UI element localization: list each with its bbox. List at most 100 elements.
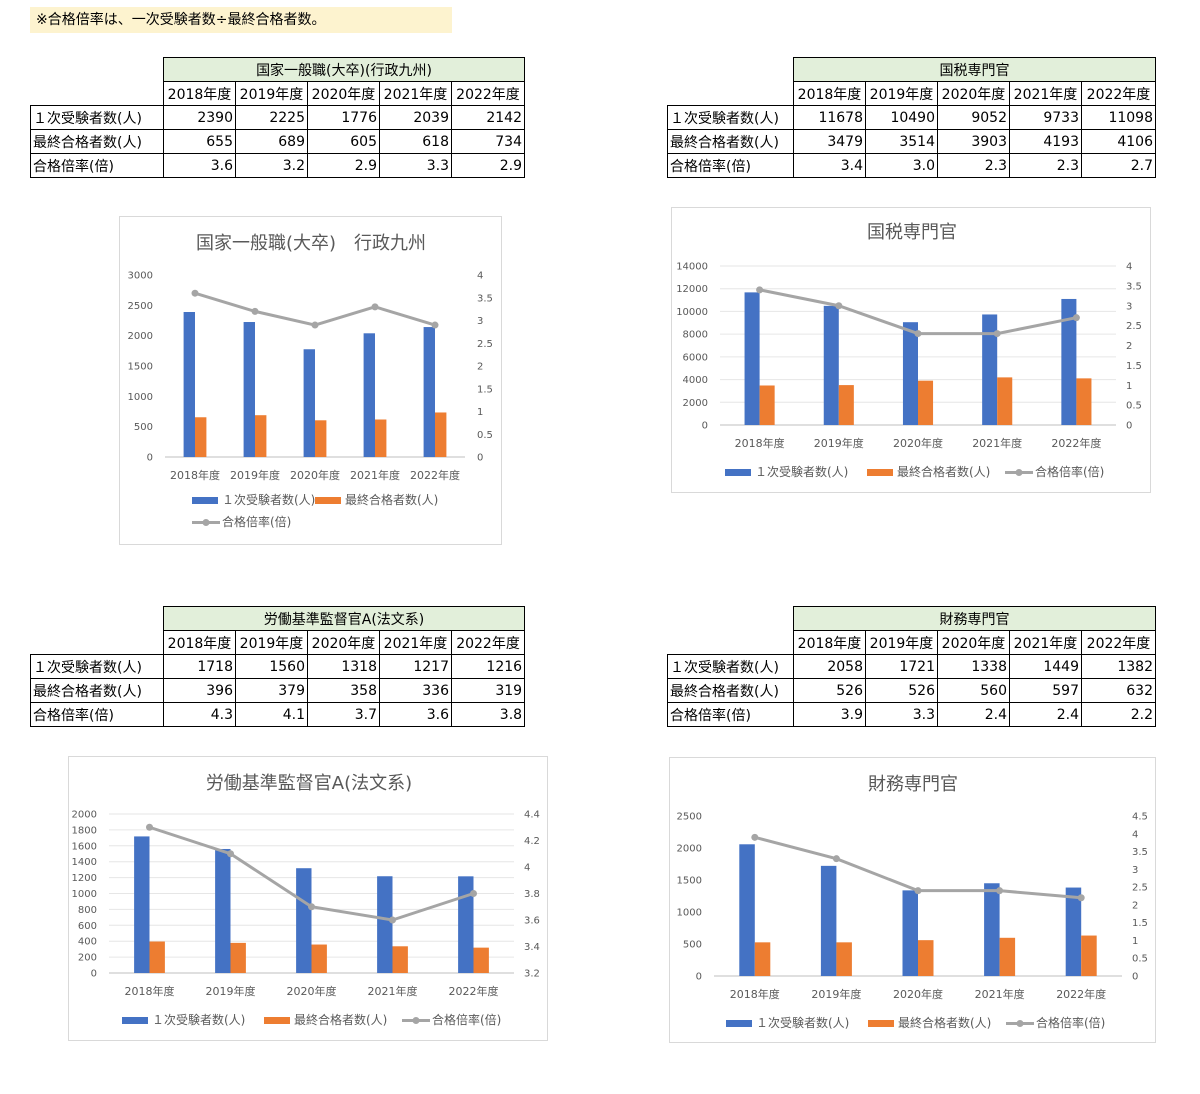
row-label: １次受験者数(人) xyxy=(30,105,164,130)
row-label: 合格倍率(倍) xyxy=(667,702,794,727)
table-cell: 336 xyxy=(379,678,452,703)
table-cell: 3.9 xyxy=(793,702,866,727)
line-bairitsu xyxy=(194,291,436,327)
table-title: 国家一般職(大卒)(行政九州) xyxy=(163,57,525,82)
year-header: 2020年度 xyxy=(307,81,380,106)
table-cell: 3479 xyxy=(793,129,866,154)
table-cell: 11098 xyxy=(1081,105,1156,130)
chart-svg: 財務専門官 0 500 1000 1500 2000 2500 0 0.5 1 1.5 2 2.5 3 3.… xyxy=(677,774,1148,1030)
chart-svg: 国税専門官 0 2000 4000 6000 8000 10000 12000 14000 0 0.… xyxy=(676,222,1142,479)
bar-juken xyxy=(902,322,918,425)
x-tick-label: 2019年度 xyxy=(230,468,280,482)
x-tick-label: 2020年度 xyxy=(287,984,337,998)
table-cell: 2390 xyxy=(163,105,236,130)
year-header: 2019年度 xyxy=(235,81,308,106)
table-cell: 2.2 xyxy=(1081,702,1156,727)
legend-swatch xyxy=(192,497,218,504)
bar-goukaku xyxy=(838,385,854,425)
line-point xyxy=(431,321,439,329)
table-cell: 2.9 xyxy=(307,153,380,178)
table-cell: 1318 xyxy=(307,654,380,679)
bar-goukaku xyxy=(918,940,934,976)
bar-juken xyxy=(982,314,998,425)
y2-tick-label: 2.5 xyxy=(1132,883,1148,894)
legend-swatch xyxy=(264,1017,290,1024)
legend-marker xyxy=(1015,469,1023,476)
legend-marker xyxy=(1016,1020,1024,1027)
y2-tick-label: 0 xyxy=(1132,972,1138,983)
legend-label: 最終合格者数(人) xyxy=(897,464,990,479)
table-cell: 3.4 xyxy=(793,153,866,178)
table-roudou-kijun: 労働基準監督官A(法文系) 2018年度 2019年度 2020年度 2021年… xyxy=(30,606,526,727)
chart-zaimu: 財務専門官 0 500 1000 1500 2000 2500 0 0.5 1 1.5 2 2.5 3 3.… xyxy=(669,757,1156,1043)
row-label: １次受験者数(人) xyxy=(30,654,164,679)
table-cell: 632 xyxy=(1081,678,1156,703)
y-tick-label: 1500 xyxy=(677,876,702,887)
year-header: 2021年度 xyxy=(1009,81,1082,106)
y-tick-label: 1600 xyxy=(72,841,97,852)
table-cell: 3.6 xyxy=(163,153,236,178)
row-label: １次受験者数(人) xyxy=(667,654,794,679)
table-cell: 358 xyxy=(307,678,380,703)
bar-juken xyxy=(183,312,195,457)
year-header: 2020年度 xyxy=(937,81,1010,106)
bar-goukaku xyxy=(918,380,934,425)
y2-tick-label: 3 xyxy=(1126,301,1132,312)
x-tick-label: 2018年度 xyxy=(125,984,175,998)
line-point xyxy=(835,302,843,310)
y2-tick-label: 1 xyxy=(477,407,483,418)
year-header: 2022年度 xyxy=(450,630,526,655)
y2-tick-label: 0.5 xyxy=(1132,954,1148,965)
x-tick-label: 2020年度 xyxy=(893,987,943,1001)
legend-marker xyxy=(202,519,210,526)
table-cell: 3.3 xyxy=(379,153,452,178)
x-tick-label: 2022年度 xyxy=(449,984,499,998)
table-row: １次受験者数(人) 2390 2225 1776 2039 2142 xyxy=(30,105,525,130)
x-tick-label: 2021年度 xyxy=(975,987,1025,1001)
year-header: 2022年度 xyxy=(451,81,525,106)
table-cell: 396 xyxy=(163,678,236,703)
y-tick-label: 2500 xyxy=(128,301,153,312)
table-cell: 11678 xyxy=(793,105,866,130)
line-point xyxy=(993,330,1001,338)
y2-tick-label: 4.2 xyxy=(524,836,540,847)
bar-juken xyxy=(134,836,150,973)
bar-juken xyxy=(823,305,839,425)
chart-kokuzei: 国税専門官 0 2000 4000 6000 8000 10000 12000 14000 0 0.… xyxy=(671,207,1151,493)
y-tick-label: 10000 xyxy=(676,307,708,318)
chart-svg: 労働基準監督官A(法文系) 0 200 400 600 800 1000 1200 1400 16… xyxy=(72,773,540,1027)
table-cell: 3514 xyxy=(865,129,938,154)
table-cell: 605 xyxy=(307,129,380,154)
line-point xyxy=(191,289,199,297)
x-tick-label: 2022年度 xyxy=(410,468,460,482)
table-cell: 2039 xyxy=(379,105,452,130)
x-tick-label: 2018年度 xyxy=(730,987,780,1001)
y-tick-label: 2000 xyxy=(72,810,97,821)
chart-roudou-kijun: 労働基準監督官A(法文系) 0 200 400 600 800 1000 1200 1400 16… xyxy=(68,756,548,1041)
table-title: 国税専門官 xyxy=(793,57,1156,82)
table-cell: 1338 xyxy=(937,654,1010,679)
bar-goukaku xyxy=(311,944,327,973)
x-tick-label: 2020年度 xyxy=(290,468,340,482)
year-header: 2018年度 xyxy=(793,81,866,106)
y2-tick-label: 3.6 xyxy=(524,916,540,927)
y2-tick-label: 3.4 xyxy=(524,942,540,953)
line-point xyxy=(832,855,840,863)
row-label: 合格倍率(倍) xyxy=(30,702,164,727)
table-cell: 2.9 xyxy=(451,153,525,178)
table-cell: 9052 xyxy=(937,105,1010,130)
y2-tick-label: 3.5 xyxy=(1132,847,1148,858)
table-row: 合格倍率(倍) 3.4 3.0 2.3 2.3 2.7 xyxy=(667,153,1156,178)
bar-goukaku xyxy=(435,412,447,457)
y-tick-label: 12000 xyxy=(676,284,708,295)
y-tick-label: 1000 xyxy=(72,889,97,900)
x-tick-label: 2021年度 xyxy=(972,436,1022,450)
y-tick-label: 1800 xyxy=(72,825,97,836)
legend-swatch xyxy=(868,1020,894,1027)
table-zaimu: 財務専門官 2018年度 2019年度 2020年度 2021年度 2022年度… xyxy=(667,606,1156,727)
line-point xyxy=(389,916,396,924)
x-tick-label: 2018年度 xyxy=(170,468,220,482)
year-header: 2019年度 xyxy=(865,630,938,655)
y-tick-label: 6000 xyxy=(683,352,708,363)
bar-juken xyxy=(215,848,231,973)
